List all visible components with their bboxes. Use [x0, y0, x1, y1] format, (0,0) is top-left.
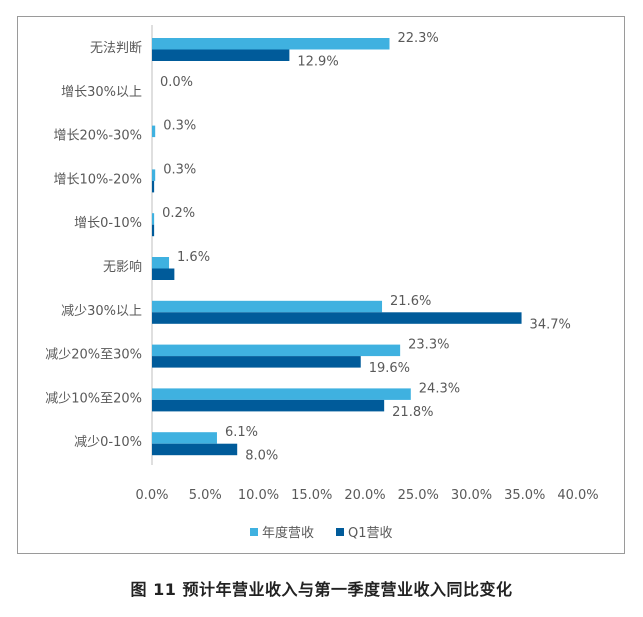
bar-annual-revenue	[152, 169, 156, 181]
bar-annual-revenue	[152, 432, 217, 444]
data-label-q1: 21.8%	[392, 405, 433, 420]
data-label-annual: 1.6%	[177, 250, 210, 265]
bar-chart: 无法判断 22.3% 12.9% 增长30%以上 0.0% 增长20%-30% 0.3% 增长…	[45, 25, 599, 541]
data-label-annual: 0.3%	[163, 119, 196, 134]
x-tick-label: 15.0%	[291, 488, 332, 503]
data-label-annual: 24.3%	[419, 381, 460, 396]
category-label: 增长10%-20%	[54, 172, 142, 187]
data-label-q1: 19.6%	[369, 361, 410, 376]
x-tick-label: 30.0%	[451, 488, 492, 503]
x-tick-label: 20.0%	[344, 488, 385, 503]
legend-swatch	[336, 528, 344, 536]
category-label: 减少0-10%	[74, 435, 142, 450]
category-label: 增长20%-30%	[54, 129, 142, 144]
bar-q1-revenue	[152, 399, 385, 412]
category-label: 增长0-10%	[74, 216, 142, 231]
bar-annual-revenue	[152, 300, 383, 313]
bar-q1-revenue	[152, 356, 361, 368]
bar-annual-revenue	[152, 344, 401, 357]
x-tick-label: 5.0%	[189, 488, 222, 503]
figure-caption: 图 11 预计年营业收入与第一季度营业收入同比变化	[130, 580, 513, 599]
data-label-annual: 0.2%	[162, 206, 195, 221]
bar-q1-revenue	[152, 224, 155, 237]
legend-label: 年度营收	[262, 525, 314, 541]
bar-annual-revenue	[152, 388, 411, 400]
data-label-q1: 8.0%	[245, 449, 278, 464]
bar-annual-revenue	[152, 257, 170, 269]
category-label: 减少30%以上	[61, 304, 142, 319]
legend-label: Q1营收	[348, 526, 393, 541]
category-label: 减少10%至20%	[45, 391, 142, 406]
bar-q1-revenue	[152, 180, 155, 193]
category-label: 无法判断	[90, 41, 142, 56]
bar-annual-revenue	[152, 125, 156, 138]
bars-layer	[152, 38, 522, 456]
bar-annual-revenue	[152, 213, 155, 225]
bar-q1-revenue	[152, 312, 522, 324]
data-label-annual: 22.3%	[397, 31, 438, 46]
x-tick-label: 35.0%	[504, 488, 545, 503]
bar-q1-revenue	[152, 49, 290, 61]
data-label-q1: 12.9%	[297, 55, 338, 70]
data-label-annual: 6.1%	[225, 425, 258, 440]
bar-annual-revenue	[152, 38, 390, 50]
chart-frame: 无法判断 22.3% 12.9% 增长30%以上 0.0% 增长20%-30% 0.3% 增长…	[17, 16, 625, 554]
data-label-annual: 0.0%	[160, 75, 193, 90]
bar-q1-revenue	[152, 268, 175, 280]
data-label-annual: 0.3%	[163, 162, 196, 177]
legend: 年度营收 Q1营收	[250, 525, 393, 541]
category-label: 减少20%至30%	[45, 348, 142, 363]
x-tick-label: 0.0%	[135, 488, 168, 503]
labels-layer: 无法判断 22.3% 12.9% 增长30%以上 0.0% 增长20%-30% 0.3% 增长…	[45, 31, 598, 503]
category-label: 增长30%以上	[61, 85, 142, 100]
data-label-annual: 21.6%	[390, 294, 431, 309]
bar-q1-revenue	[152, 443, 238, 456]
x-tick-label: 10.0%	[238, 488, 279, 503]
x-tick-label: 25.0%	[398, 488, 439, 503]
data-label-annual: 23.3%	[408, 338, 449, 353]
x-tick-label: 40.0%	[557, 488, 598, 503]
category-label: 无影响	[103, 259, 142, 275]
data-label-q1: 34.7%	[530, 317, 571, 332]
legend-swatch	[250, 528, 258, 536]
